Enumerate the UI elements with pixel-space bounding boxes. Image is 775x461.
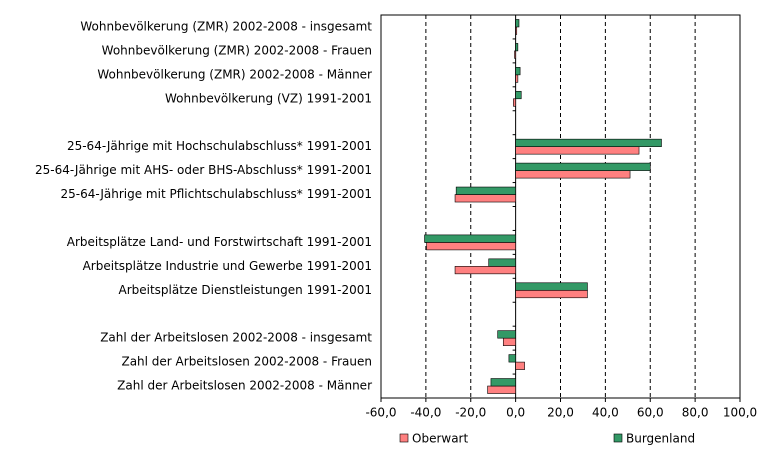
x-tick-label: 40,0: [592, 406, 619, 420]
y-tick-label: Wohnbevölkerung (ZMR) 2002-2008 - Männer: [97, 67, 372, 81]
legend-label: Oberwart: [412, 432, 468, 446]
legend-swatch: [613, 433, 623, 443]
y-tick-label: Wohnbevölkerung (ZMR) 2002-2008 - insges…: [80, 19, 372, 33]
x-tick-label: 60,0: [637, 406, 664, 420]
bar: [490, 378, 516, 387]
bar: [514, 50, 516, 59]
bar: [515, 138, 662, 147]
y-tick-label: Wohnbevölkerung (ZMR) 2002-2008 - Frauen: [102, 43, 372, 57]
x-tick-label: 100,0: [723, 406, 757, 420]
bar: [515, 170, 631, 179]
y-tick-label: 25-64-Jährige mit Pflichtschulabschluss*…: [60, 187, 372, 201]
bar: [515, 289, 588, 299]
bar: [515, 43, 519, 52]
bar: [515, 146, 640, 155]
bar: [455, 186, 516, 195]
x-tick-label: -40,0: [410, 406, 441, 420]
legend-swatch: [399, 433, 409, 443]
x-tick-label: -20,0: [455, 406, 486, 420]
bar: [515, 74, 519, 83]
bar: [497, 330, 516, 339]
x-tick-label: -60,0: [365, 406, 396, 420]
y-tick-label: Zahl der Arbeitslosen 2002-2008 - Männer: [117, 379, 372, 393]
bar: [513, 98, 516, 107]
bar: [515, 26, 518, 35]
legend-label: Burgenland: [626, 432, 695, 446]
y-tick-label: 25-64-Jährige mit AHS- oder BHS-Abschlus…: [35, 163, 372, 177]
bar: [515, 282, 588, 291]
bar: [515, 90, 522, 100]
bar: [488, 258, 516, 267]
x-tick-label: 80,0: [682, 406, 709, 420]
bar: [508, 354, 516, 363]
y-tick-label: Zahl der Arbeitslosen 2002-2008 - Frauen: [121, 355, 372, 369]
y-tick-label: Zahl der Arbeitslosen 2002-2008 - insges…: [100, 331, 372, 345]
bar: [454, 194, 516, 203]
bar: [454, 266, 516, 275]
y-tick-label: Arbeitsplätze Land- und Forstwirtschaft …: [67, 235, 372, 249]
y-tick-label: Arbeitsplätze Dienstleistungen 1991-2001: [118, 283, 372, 297]
y-tick-label: Wohnbevölkerung (VZ) 1991-2001: [165, 91, 372, 105]
bar: [515, 19, 520, 28]
bar: [515, 67, 521, 76]
bar: [502, 337, 516, 346]
bar: [515, 162, 651, 171]
bar: [426, 242, 516, 251]
x-tick-label: 0,0: [506, 406, 525, 420]
x-tick-label: 20,0: [547, 406, 574, 420]
y-tick-label: 25-64-Jährige mit Hochschulabschluss* 19…: [67, 139, 372, 153]
bar: [424, 234, 516, 243]
bar: [487, 385, 516, 394]
y-tick-label: Arbeitsplätze Industrie und Gewerbe 1991…: [83, 259, 372, 273]
bar: [515, 361, 525, 370]
